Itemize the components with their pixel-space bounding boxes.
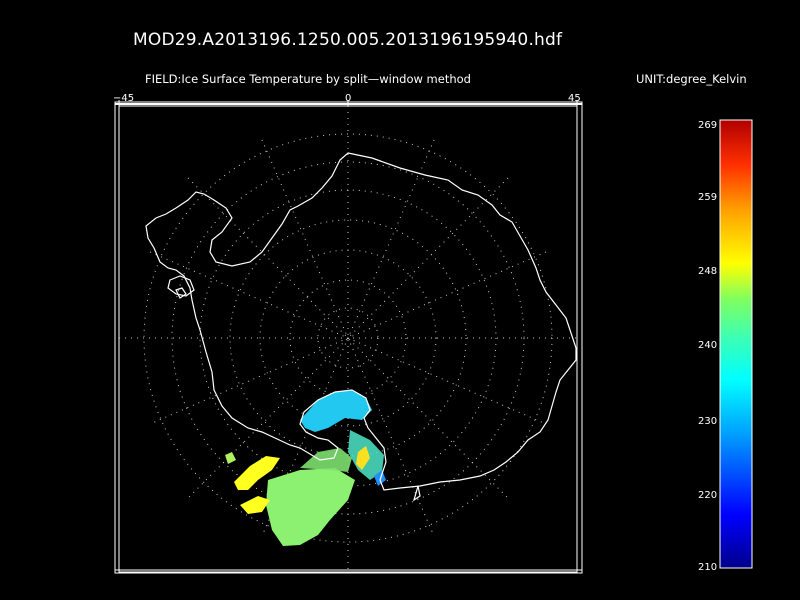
colorbar-label-269: 269 — [698, 120, 717, 131]
unit-label: UNIT:degree_Kelvin — [636, 72, 747, 86]
coastline — [145, 152, 577, 502]
colorbar-label-230: 230 — [698, 416, 717, 427]
colorbar — [719, 119, 753, 569]
cyan-patch — [300, 390, 372, 432]
map-frame — [114, 100, 583, 574]
graticule — [119, 106, 577, 572]
temperature-data — [225, 390, 386, 546]
colorbar-label-210: 210 — [698, 562, 717, 573]
yellow-patch — [356, 446, 370, 470]
green-patch — [300, 448, 352, 472]
tick-label-right: 45 — [568, 93, 581, 104]
colorbar-label-248: 248 — [698, 266, 717, 277]
green-patch — [266, 468, 355, 546]
blue-patch — [374, 470, 386, 486]
colorbar-label-220: 220 — [698, 490, 717, 501]
colorbar-label-240: 240 — [698, 340, 717, 351]
tick-label-left: −45 — [113, 93, 134, 104]
field-label: FIELD:Ice Surface Temperature by split—w… — [145, 72, 471, 86]
green-patch — [225, 452, 236, 464]
map-title: MOD29.A2013196.1250.005.2013196195940.hd… — [133, 30, 563, 50]
yellow-patch — [240, 496, 270, 514]
colorbar-label-259: 259 — [698, 192, 717, 203]
tick-label-center: 0 — [345, 93, 351, 104]
yellow-patch — [234, 456, 280, 490]
